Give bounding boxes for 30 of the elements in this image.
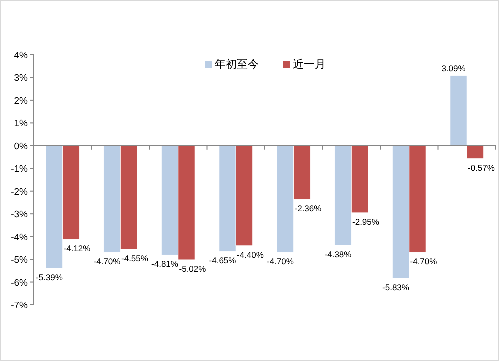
data-label: -4.70% bbox=[94, 256, 122, 267]
y-tick-label: -7% bbox=[11, 300, 29, 312]
data-label: -4.55% bbox=[122, 253, 149, 264]
data-label: -4.70% bbox=[410, 256, 438, 267]
data-label: -5.83% bbox=[382, 282, 410, 292]
y-tick-label: -2% bbox=[11, 186, 29, 198]
data-label: -2.95% bbox=[352, 216, 380, 227]
data-label: -4.65% bbox=[209, 256, 237, 266]
y-tick-label: 3% bbox=[14, 73, 29, 84]
data-label: -5.02% bbox=[179, 264, 207, 274]
y-tick-label: -4% bbox=[11, 232, 29, 244]
y-tick-label: -6% bbox=[11, 278, 29, 289]
data-label: -5.39% bbox=[36, 272, 64, 282]
data-label: 3.09% bbox=[442, 64, 466, 74]
data-label: -4.70% bbox=[267, 256, 294, 267]
y-tick-label: 2% bbox=[14, 96, 29, 107]
y-tick-label: -3% bbox=[11, 210, 29, 221]
y-tick-label: 4% bbox=[14, 50, 29, 62]
data-label: -4.81% bbox=[152, 259, 179, 270]
data-label: -2.36% bbox=[294, 204, 322, 214]
y-tick-label: 0% bbox=[14, 141, 29, 152]
legend-label: 近一月 bbox=[293, 58, 326, 71]
data-label: -4.40% bbox=[237, 250, 264, 260]
legend-label: 年初至今 bbox=[215, 58, 259, 71]
y-tick-label: 1% bbox=[14, 118, 29, 130]
data-label: -4.12% bbox=[64, 244, 92, 254]
y-tick-label: -5% bbox=[11, 255, 29, 266]
data-label: -0.57% bbox=[468, 162, 496, 173]
y-tick-label: -1% bbox=[11, 164, 29, 176]
data-label: -4.38% bbox=[324, 249, 352, 260]
